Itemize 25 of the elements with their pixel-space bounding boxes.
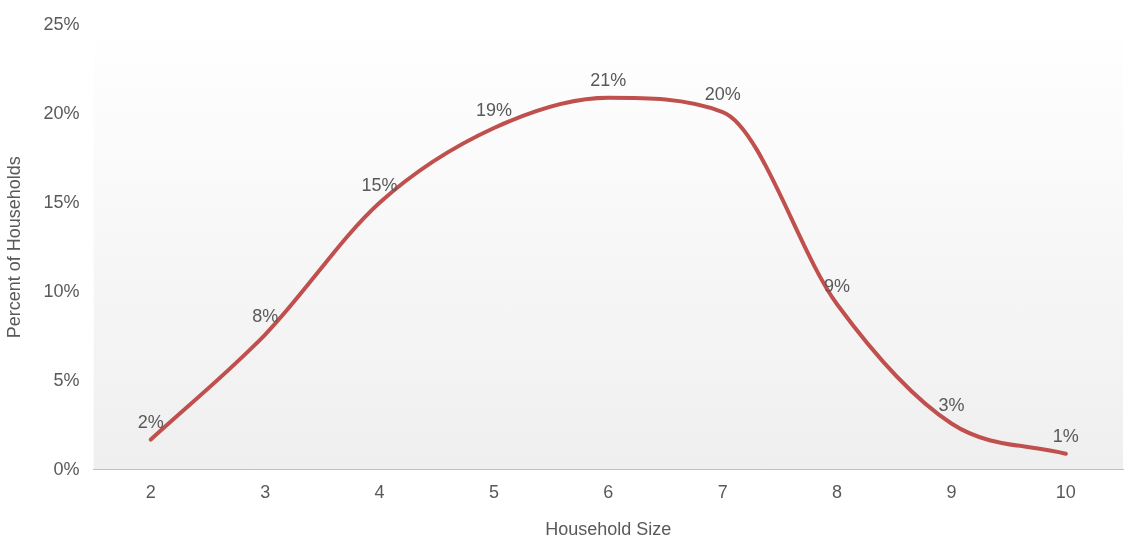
y-tick-label: 5%: [53, 369, 80, 390]
data-label: 15%: [361, 174, 398, 195]
y-axis-title: Percent of Households: [3, 156, 24, 339]
data-label: 19%: [475, 100, 512, 121]
x-tick-label: 3: [260, 481, 271, 502]
y-tick-label: 0%: [53, 458, 80, 479]
data-label: 1%: [1052, 425, 1079, 446]
y-tick-label: 15%: [43, 191, 80, 212]
x-tick-label: 9: [946, 481, 957, 502]
x-tick-label: 5: [488, 481, 499, 502]
data-label: 3%: [938, 395, 965, 416]
x-tick-label: 6: [603, 481, 614, 502]
x-tick-label: 10: [1055, 481, 1076, 502]
x-axis-title: Household Size: [545, 519, 672, 540]
y-tick-label: 20%: [43, 102, 80, 123]
data-label: 2%: [137, 411, 164, 432]
x-tick-label: 4: [374, 481, 385, 502]
data-label: 20%: [704, 83, 741, 104]
data-label: 8%: [252, 306, 279, 327]
x-tick-label: 7: [717, 481, 728, 502]
data-label: 21%: [590, 69, 627, 90]
x-tick-label: 2: [145, 481, 156, 502]
y-tick-label: 10%: [43, 280, 80, 301]
y-tick-label: 25%: [43, 13, 80, 34]
x-tick-label: 8: [832, 481, 843, 502]
